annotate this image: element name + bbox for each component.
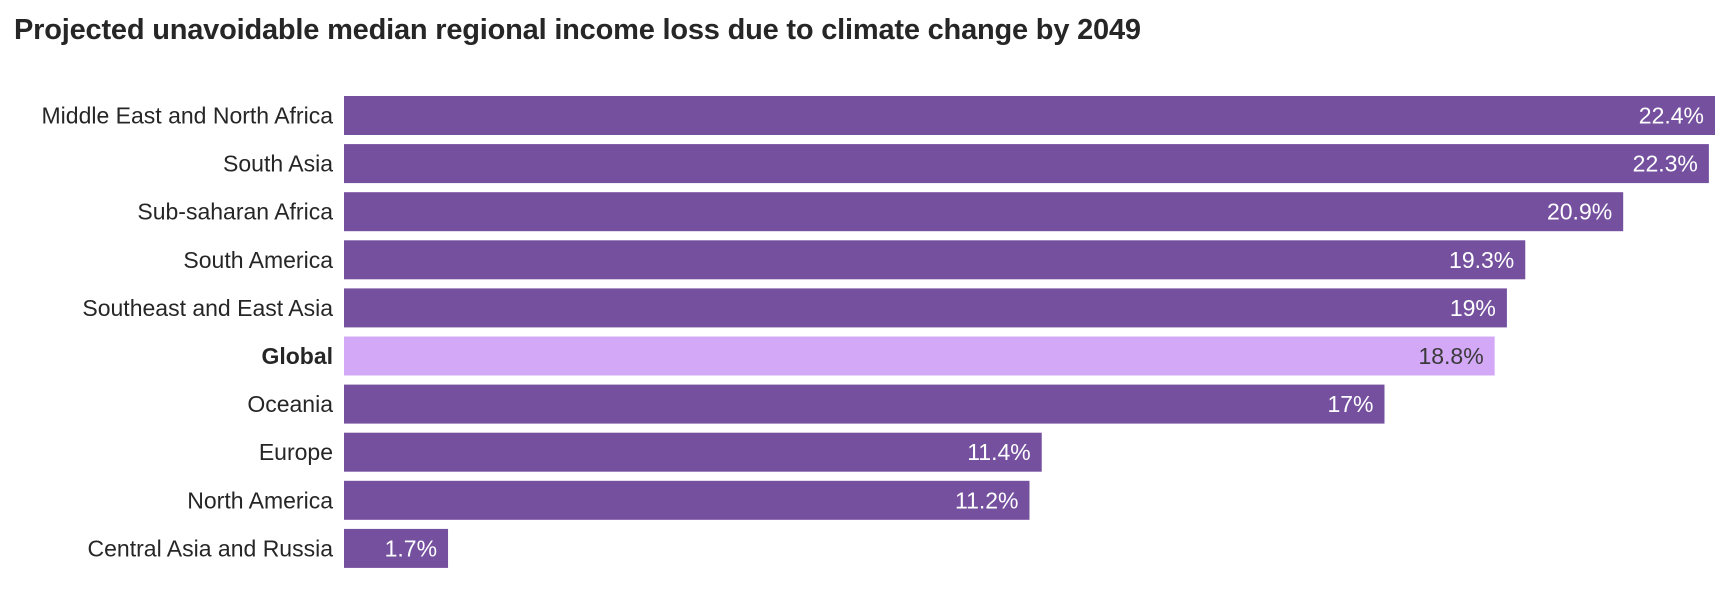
bar-north-america bbox=[344, 480, 1030, 520]
category-label-global: Global bbox=[261, 343, 333, 369]
bar-middle-east-and-north-africa bbox=[344, 96, 1715, 135]
category-label-sub-saharan-africa: Sub-saharan Africa bbox=[137, 199, 333, 225]
value-label-europe: 11.4% bbox=[967, 439, 1031, 465]
value-label-global: 18.8% bbox=[1418, 343, 1483, 369]
bar-central-asia-and-russia bbox=[344, 528, 449, 568]
bar-sub-saharan-africa bbox=[344, 192, 1624, 232]
category-label-south-asia: South Asia bbox=[223, 151, 333, 177]
value-label-south-asia: 22.3% bbox=[1633, 151, 1698, 177]
value-label-southeast-and-east-asia: 19% bbox=[1450, 295, 1496, 321]
bar-south-america bbox=[344, 240, 1526, 280]
category-label-europe: Europe bbox=[259, 439, 333, 465]
category-label-south-america: South America bbox=[183, 247, 333, 273]
category-label-north-america: North America bbox=[187, 487, 333, 513]
category-label-central-asia-and-russia: Central Asia and Russia bbox=[88, 535, 334, 561]
value-label-central-asia-and-russia: 1.7% bbox=[385, 535, 437, 561]
chart-title: Projected unavoidable median regional in… bbox=[14, 14, 1141, 46]
bar-global bbox=[344, 336, 1495, 376]
category-label-middle-east-and-north-africa: Middle East and North Africa bbox=[42, 103, 334, 129]
value-label-south-america: 19.3% bbox=[1449, 247, 1514, 273]
bar-europe bbox=[344, 432, 1042, 472]
value-label-sub-saharan-africa: 20.9% bbox=[1547, 199, 1612, 225]
bar-southeast-and-east-asia bbox=[344, 288, 1507, 328]
value-label-north-america: 11.2% bbox=[955, 487, 1019, 513]
category-label-oceania: Oceania bbox=[247, 391, 333, 417]
bar-south-asia bbox=[344, 144, 1709, 184]
category-label-southeast-and-east-asia: Southeast and East Asia bbox=[82, 295, 333, 321]
bar-oceania bbox=[344, 384, 1385, 424]
value-label-oceania: 17% bbox=[1327, 391, 1373, 417]
value-label-middle-east-and-north-africa: 22.4% bbox=[1639, 103, 1704, 129]
